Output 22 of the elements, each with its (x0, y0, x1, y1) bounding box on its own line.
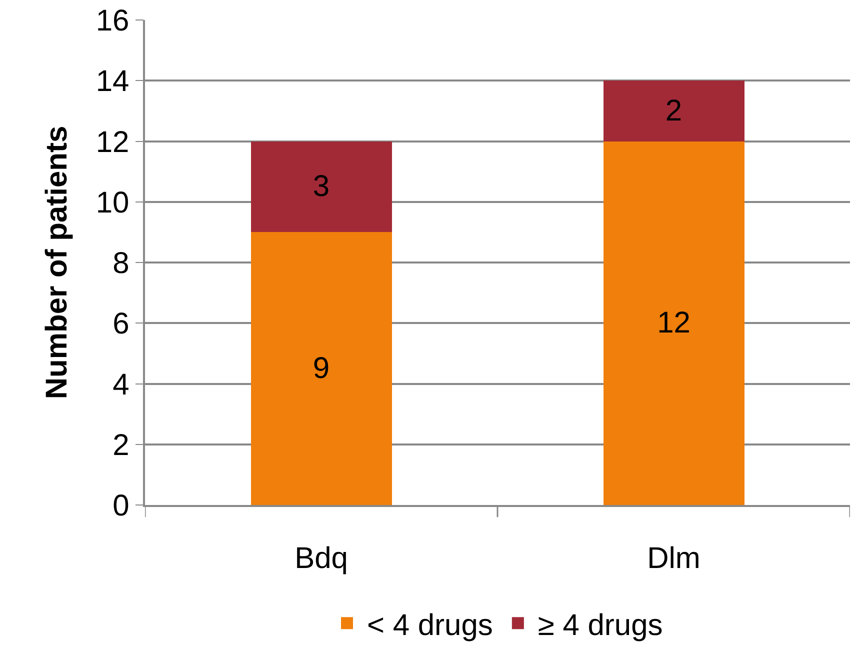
y-tick-label: 12 (96, 126, 130, 159)
bar (250, 232, 392, 505)
data-label: 12 (657, 306, 690, 340)
x-tick-label: Bdq (294, 542, 348, 575)
y-tick-label: 4 (112, 368, 130, 402)
legend-label: ≥ 4 drugs (538, 608, 663, 642)
y-tick-label: 2 (112, 428, 130, 462)
y-tick-label: 8 (112, 247, 130, 280)
y-tick-label: 14 (96, 65, 130, 98)
legend-label: < 4 drugs (367, 608, 493, 642)
data-label: 3 (312, 170, 330, 204)
data-label: 9 (312, 352, 330, 386)
bar (603, 141, 744, 505)
y-tick-label: 10 (96, 186, 130, 220)
y-axis-title: Number of patients (40, 126, 74, 400)
data-label: 2 (665, 94, 682, 128)
bar (250, 141, 392, 232)
x-tick-label: Dlm (647, 542, 700, 575)
y-tick-label: 16 (96, 4, 130, 38)
y-tick-label: 0 (112, 490, 130, 522)
bar (603, 80, 744, 142)
y-tick-label: 6 (112, 308, 130, 341)
